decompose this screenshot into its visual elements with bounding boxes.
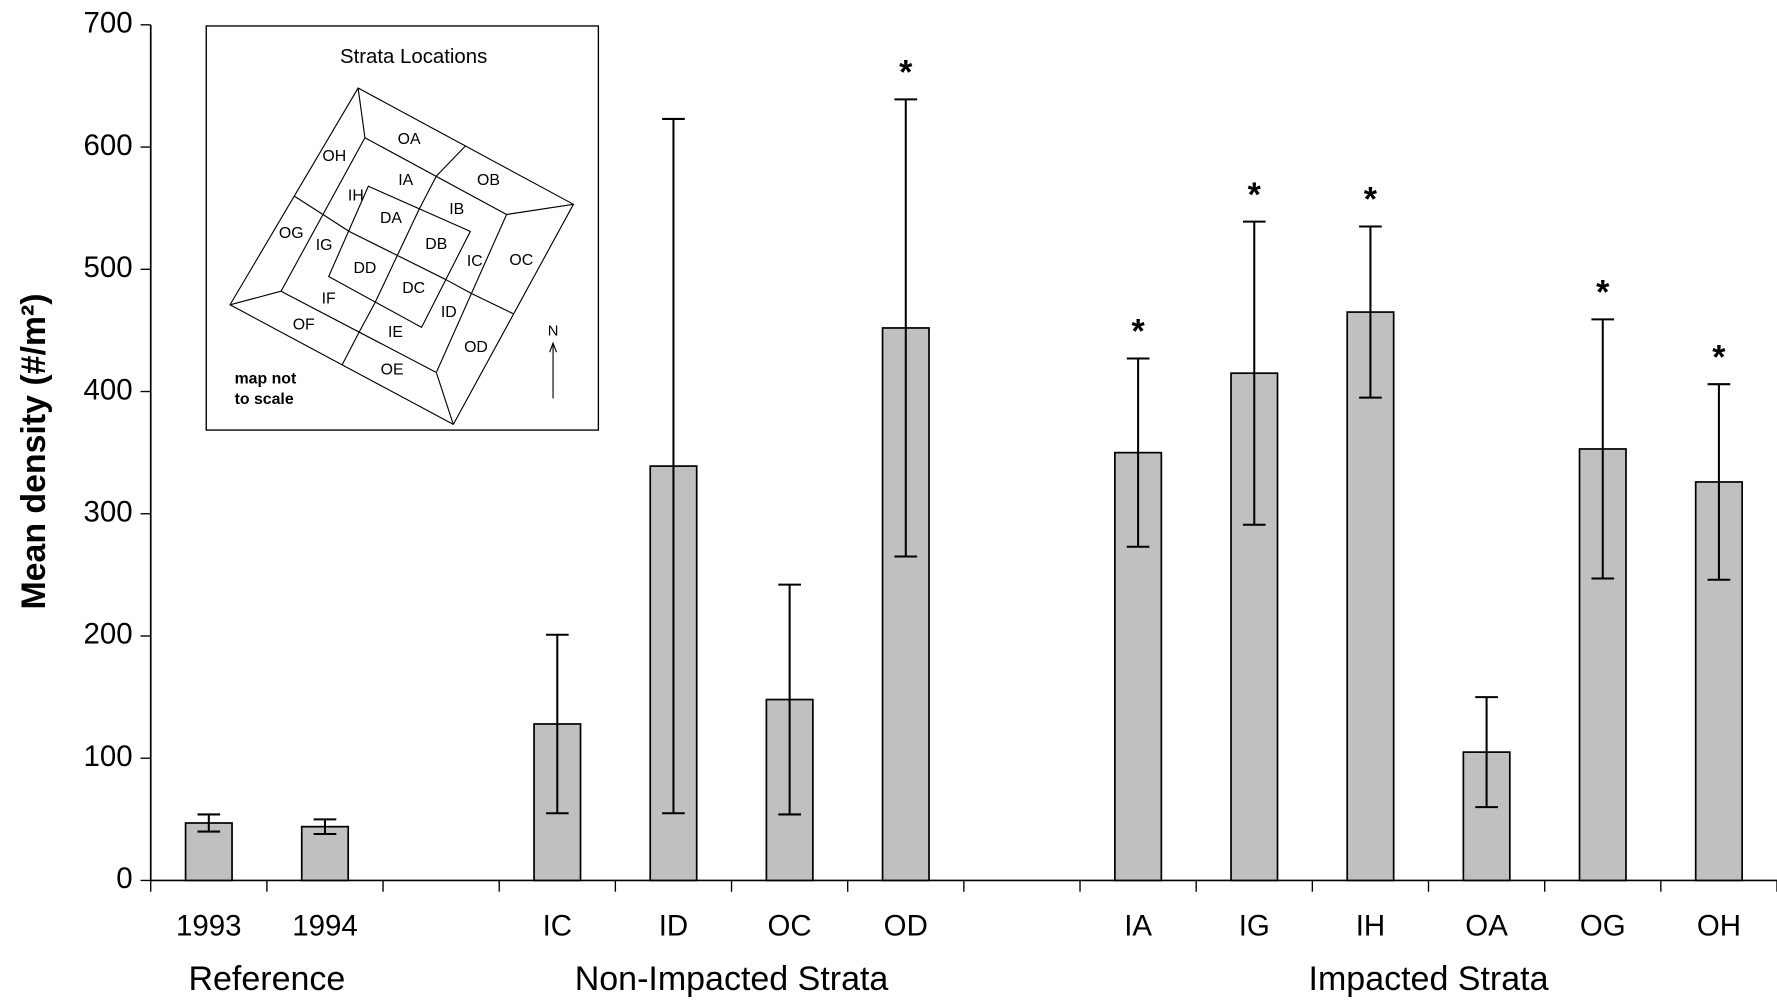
map-label: OE (381, 361, 404, 378)
error-bar (1591, 318, 1615, 580)
map-label: OD (464, 339, 488, 356)
map-label: IH (348, 188, 364, 205)
map-line (229, 290, 282, 306)
annotation: * (1364, 181, 1378, 219)
map-label: IG (316, 237, 333, 254)
inset-note: to scale (235, 391, 294, 408)
y-tick-label: 300 (83, 496, 132, 529)
error-bar (1359, 225, 1382, 399)
map-lines (229, 87, 575, 426)
map-label: OH (322, 148, 346, 165)
map-line (435, 145, 467, 177)
error-bar (778, 583, 801, 816)
y-axis-title: Mean density (#/m²) (15, 293, 53, 609)
north-label: N (548, 324, 559, 340)
map-core (327, 185, 472, 329)
error-bar (1242, 220, 1266, 526)
map-label: DC (402, 280, 425, 297)
map-line (435, 372, 454, 425)
annotation: * (1248, 176, 1262, 214)
annotation: * (1131, 313, 1145, 351)
map-line (418, 175, 437, 210)
error-bar (1475, 696, 1498, 809)
annotation: * (1596, 274, 1610, 312)
map-label: OC (509, 252, 533, 269)
error-bar (662, 117, 685, 815)
x-tick-label: OD (884, 910, 928, 943)
y-tick-label: 200 (83, 618, 132, 651)
error-bar (545, 633, 569, 815)
x-tick-label: OA (1465, 910, 1508, 943)
error-bar (313, 818, 337, 836)
x-tick-label: OC (768, 910, 812, 943)
x-tick-label: ID (659, 910, 688, 943)
map-label: OB (477, 172, 500, 189)
map-line (446, 279, 472, 294)
x-tick-label: IG (1239, 910, 1270, 943)
x-tick-label: OG (1580, 910, 1626, 943)
map-label: IE (388, 324, 403, 341)
map-line (506, 203, 574, 216)
x-tick-label: 1994 (292, 910, 358, 943)
error-bar (1707, 383, 1731, 581)
y-tick-label: 600 (83, 129, 132, 162)
x-tick-label: IA (1124, 910, 1152, 943)
group-label: Reference (188, 960, 345, 998)
x-tick-label: IC (543, 910, 572, 943)
inset-frame (205, 25, 600, 431)
map-line (294, 195, 324, 215)
map-line (341, 331, 360, 365)
group-label: Impacted Strata (1309, 960, 1549, 998)
map-label: OG (279, 225, 304, 242)
map-label: IB (449, 201, 464, 218)
map-label: DA (380, 210, 402, 227)
bar (300, 825, 350, 882)
map-line (348, 230, 447, 281)
x-tick-label: IH (1356, 910, 1385, 943)
map-line (357, 87, 366, 138)
y-tick-label: 500 (83, 251, 132, 284)
error-bar (1126, 357, 1150, 548)
map-line (322, 213, 350, 232)
annotation: * (899, 54, 913, 92)
inset-title: Strata Locations (340, 46, 487, 68)
map-line (471, 292, 514, 315)
y-tick-label: 100 (83, 740, 132, 773)
x-tick-label: OH (1697, 910, 1741, 943)
map-label: OA (398, 131, 421, 148)
map-label: DB (425, 236, 447, 253)
map-label: IA (398, 172, 413, 189)
group-label: Non-Impacted Strata (575, 960, 889, 998)
map-label: OF (293, 316, 315, 333)
map-label: IF (322, 290, 336, 307)
y-tick-label: 400 (83, 373, 132, 406)
error-bar (894, 98, 918, 558)
map-label: DD (353, 260, 376, 277)
map-label: ID (441, 304, 457, 321)
map-label: IC (467, 253, 483, 270)
north-arrow-head (549, 341, 557, 353)
inset-map: Strata Locations map not to scale N OA OB… (205, 25, 600, 431)
error-bar (197, 813, 221, 833)
annotation: * (1712, 338, 1726, 376)
x-tick-label: 1993 (176, 910, 242, 943)
y-tick-label: 0 (116, 862, 132, 895)
map-line (358, 302, 376, 333)
y-tick-label: 700 (83, 7, 132, 40)
inset-note: map not (235, 370, 297, 387)
